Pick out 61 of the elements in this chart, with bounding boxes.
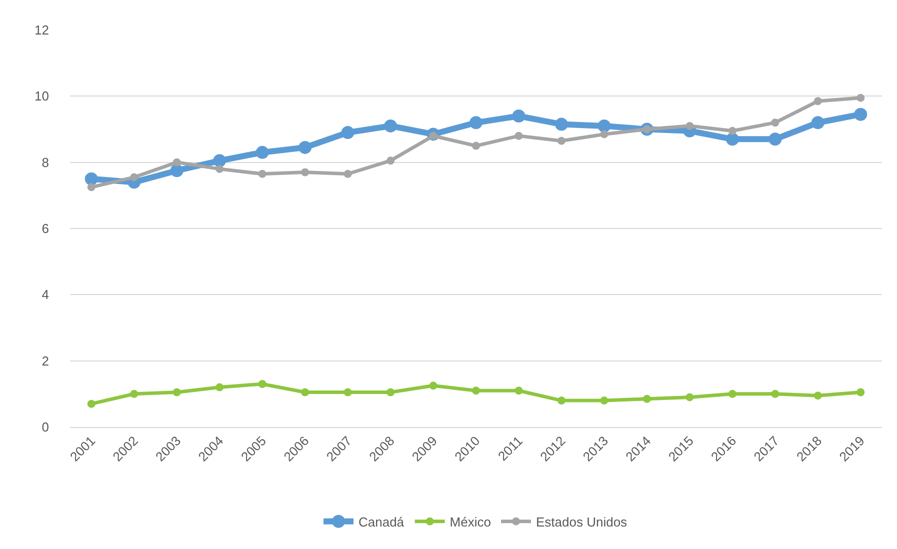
point xyxy=(341,126,354,140)
point xyxy=(854,108,868,121)
y-tick-label: 2 xyxy=(42,353,49,368)
point xyxy=(216,164,224,173)
point xyxy=(172,158,181,166)
legend-label: Estados Unidos xyxy=(536,514,628,530)
legend-label: Canadá xyxy=(358,514,405,530)
point xyxy=(84,172,98,186)
point xyxy=(130,390,138,398)
point xyxy=(728,390,736,398)
point xyxy=(344,170,352,178)
point xyxy=(472,142,480,150)
point xyxy=(301,168,310,176)
point xyxy=(856,388,865,396)
point xyxy=(344,388,352,396)
point xyxy=(384,119,398,132)
point xyxy=(514,386,523,395)
point xyxy=(170,164,184,178)
point xyxy=(771,118,780,127)
y-tick-label: 12 xyxy=(34,22,49,38)
point xyxy=(130,173,138,182)
point xyxy=(258,380,266,388)
point xyxy=(470,116,482,130)
point xyxy=(213,154,226,168)
y-tick-label: 4 xyxy=(42,287,49,302)
legend-label: México xyxy=(450,514,491,530)
y-tick-label: 0 xyxy=(42,420,49,435)
point xyxy=(728,126,736,135)
point xyxy=(557,136,566,145)
point xyxy=(598,119,611,132)
y-tick-label: 10 xyxy=(34,88,49,104)
point xyxy=(301,388,310,396)
point xyxy=(472,386,480,395)
point xyxy=(726,132,739,146)
point xyxy=(298,140,312,154)
point xyxy=(600,130,608,138)
point xyxy=(771,390,780,398)
y-tick-label: 6 xyxy=(42,221,49,236)
point xyxy=(814,97,822,106)
point xyxy=(172,388,181,396)
point xyxy=(814,392,822,400)
point xyxy=(811,116,824,130)
point xyxy=(856,94,865,102)
point xyxy=(386,388,395,396)
point xyxy=(386,156,395,165)
point xyxy=(256,146,269,159)
y-tick-label: 8 xyxy=(42,154,49,170)
point xyxy=(429,382,438,390)
point xyxy=(512,110,526,123)
point xyxy=(216,383,224,392)
point xyxy=(87,183,96,192)
point xyxy=(557,396,566,405)
point xyxy=(768,132,782,146)
point xyxy=(554,118,568,131)
point xyxy=(642,394,651,403)
point xyxy=(686,393,694,402)
point xyxy=(600,396,608,405)
point xyxy=(87,400,96,408)
point xyxy=(258,170,266,178)
point xyxy=(514,132,523,140)
point xyxy=(686,122,694,130)
